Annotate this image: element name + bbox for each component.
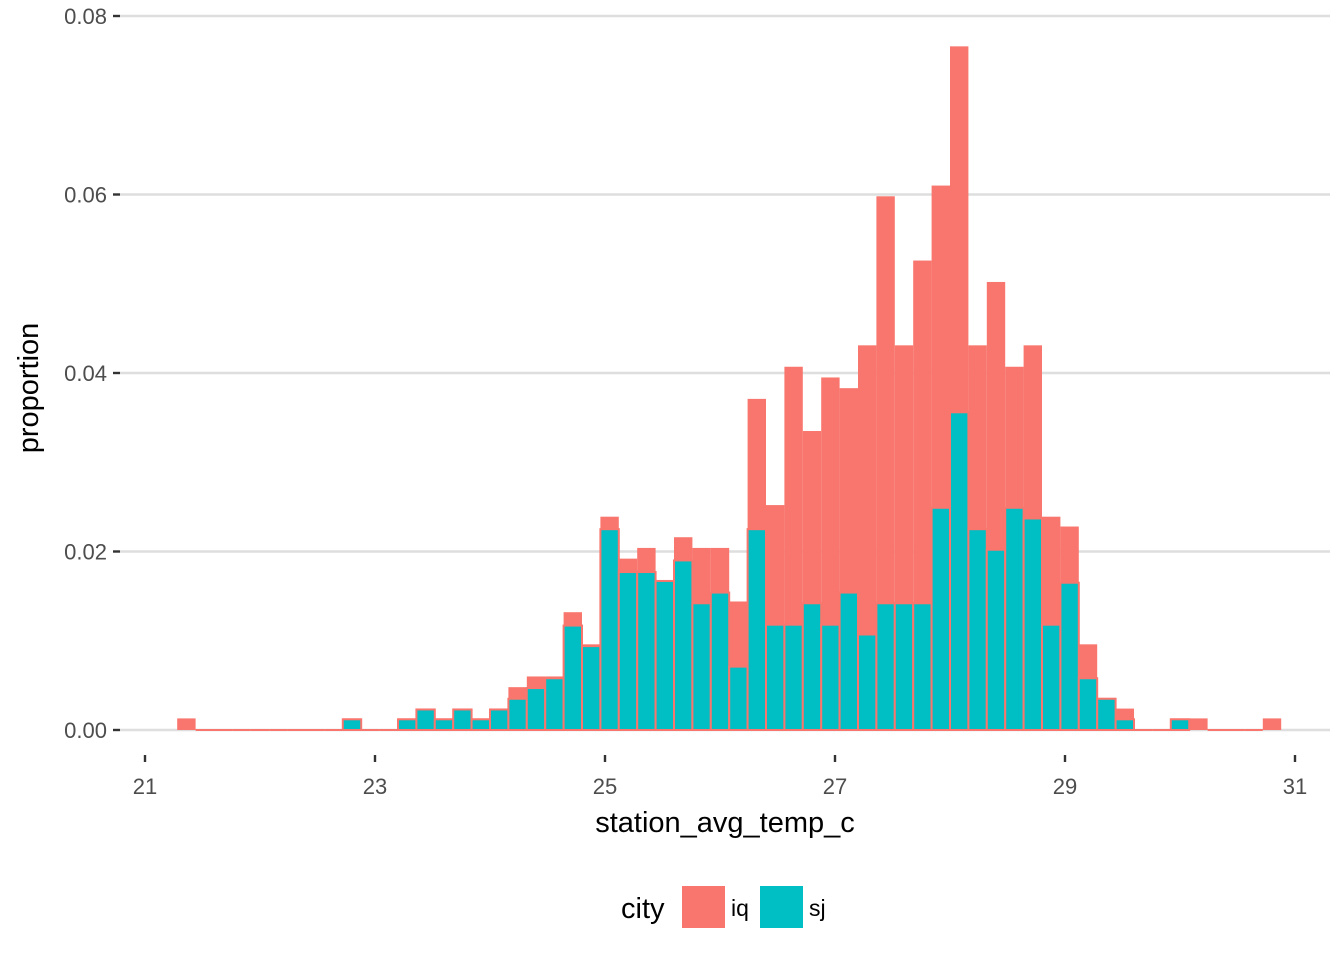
bar-sj <box>581 645 602 731</box>
x-tick-label: 29 <box>1053 774 1077 799</box>
y-tick-label: 0.04 <box>64 361 107 386</box>
bar-sj <box>1114 718 1135 731</box>
legend-swatch-iq <box>682 886 725 928</box>
bar-iq <box>1262 718 1282 730</box>
series-sj <box>341 411 1191 732</box>
bar-sj <box>617 571 639 732</box>
bar-sj <box>397 718 418 731</box>
bar-sj <box>838 591 859 731</box>
bar-iq <box>1207 729 1226 731</box>
y-tick-label: 0.08 <box>64 4 107 29</box>
bar-sj <box>930 506 951 731</box>
legend: city iq sj <box>621 886 826 928</box>
x-tick-label: 25 <box>593 774 617 799</box>
bar-sj <box>765 623 786 731</box>
bar-iq <box>232 729 251 731</box>
bar-sj <box>1077 677 1099 731</box>
bar-sj <box>1004 506 1025 731</box>
bar-sj <box>544 677 565 731</box>
y-tick-label: 0.00 <box>64 718 107 743</box>
bar-sj <box>433 718 455 731</box>
bar-sj <box>562 624 583 732</box>
bar-sj <box>654 579 675 732</box>
y-tick-label: 0.06 <box>64 183 107 208</box>
y-axis: 0.00 0.02 0.04 0.06 0.08 <box>64 4 120 743</box>
bar-iq <box>287 729 306 731</box>
bar-sj <box>415 708 436 731</box>
bar-iq <box>1152 729 1171 731</box>
bar-sj <box>1059 581 1080 731</box>
bar-sj <box>470 718 492 731</box>
bar-iq <box>177 718 196 730</box>
bar-sj <box>452 708 473 731</box>
bar-iq <box>195 729 214 731</box>
x-axis-title: station_avg_temp_c <box>595 807 855 839</box>
bar-sj <box>857 633 878 731</box>
bar-sj <box>691 602 712 732</box>
bar-iq <box>1189 718 1208 730</box>
bar-sj <box>728 665 749 732</box>
bar-sj <box>507 697 528 732</box>
legend-label-sj: sj <box>809 895 826 921</box>
bar-sj <box>709 591 731 731</box>
bar-sj <box>1041 623 1062 731</box>
bar-sj <box>525 687 547 731</box>
bar-sj <box>783 623 804 731</box>
bar-sj <box>636 571 657 732</box>
bar-sj <box>1022 517 1043 731</box>
bar-iq <box>214 729 233 731</box>
bar-sj <box>893 602 915 732</box>
bar-sj <box>341 718 363 731</box>
bar-iq <box>269 729 288 731</box>
bar-iq <box>361 729 380 731</box>
y-tick-label: 0.02 <box>64 540 107 565</box>
bar-iq <box>324 729 343 731</box>
bars <box>177 46 1282 732</box>
bar-sj <box>1096 697 1117 732</box>
bar-sj <box>967 528 988 731</box>
bar-sj <box>673 559 694 731</box>
x-tick-label: 27 <box>823 774 847 799</box>
bar-sj <box>912 602 933 732</box>
bar-iq <box>379 729 398 731</box>
bar-iq <box>1134 729 1153 731</box>
bar-sj <box>746 528 767 731</box>
bar-sj <box>1169 718 1191 731</box>
y-axis-title: proportion <box>13 323 45 454</box>
bar-iq <box>1226 729 1245 731</box>
bar-iq <box>1244 729 1263 731</box>
x-tick-label: 21 <box>133 774 157 799</box>
bar-iq <box>250 729 270 731</box>
x-axis: 21 23 25 27 29 31 <box>133 755 1307 799</box>
bar-sj <box>801 602 823 732</box>
bar-sj <box>949 411 970 731</box>
bar-sj <box>489 708 510 731</box>
bar-iq <box>306 729 325 731</box>
bar-sj <box>599 528 620 731</box>
legend-swatch-sj <box>760 886 803 928</box>
bar-sj <box>820 623 841 731</box>
x-tick-label: 23 <box>363 774 387 799</box>
legend-title: city <box>621 893 665 925</box>
legend-label-iq: iq <box>731 895 749 921</box>
x-tick-label: 31 <box>1283 774 1307 799</box>
bar-iq <box>876 196 895 730</box>
bar-sj <box>985 548 1007 732</box>
bar-sj <box>875 602 896 732</box>
